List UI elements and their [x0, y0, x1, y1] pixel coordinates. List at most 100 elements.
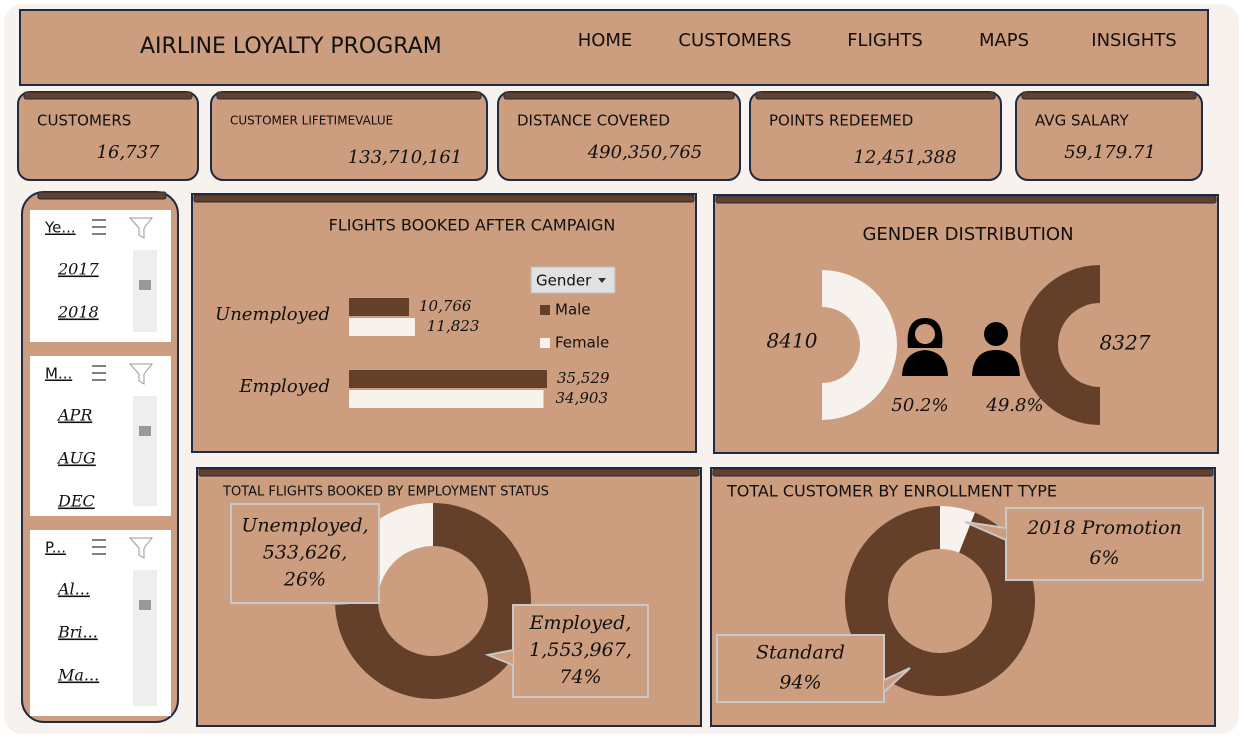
scroll-thumb [139, 280, 151, 290]
panel [191, 193, 697, 453]
category-label: Employed [238, 376, 330, 397]
app-title: AIRLINE LOYALTY PROGRAM [140, 34, 442, 59]
panel-bar [715, 195, 1217, 204]
clear-filter-icon[interactable] [128, 217, 154, 239]
value-label: 8327 [1100, 331, 1151, 355]
panel-bar [712, 468, 1214, 477]
kpi-value: 12,451,388 [853, 147, 956, 168]
scrollbar [133, 250, 157, 332]
callout-label: 1,553,967, [529, 639, 632, 661]
callout [716, 634, 885, 703]
callout [1005, 507, 1204, 581]
nav-link[interactable]: MAPS [979, 30, 1029, 51]
panel [19, 9, 1209, 86]
female-body [902, 350, 948, 376]
nav-link[interactable]: CUSTOMERS [678, 30, 791, 51]
slicer-item[interactable]: 2018 [57, 303, 99, 322]
slicer-item[interactable]: Al... [56, 580, 90, 599]
chart-title: FLIGHTS BOOKED AFTER CAMPAIGN [329, 216, 616, 235]
male-head [984, 322, 1008, 346]
callout [230, 503, 380, 604]
half-donut [1019, 265, 1100, 425]
slicer-item[interactable]: DEC [57, 492, 95, 511]
male-icon [972, 322, 1020, 376]
legend-label: Male [555, 301, 591, 319]
panel-bar [193, 194, 695, 203]
panel-bar [1021, 91, 1197, 100]
panel [17, 91, 199, 181]
panel [1015, 91, 1203, 181]
panel [713, 194, 1219, 454]
chart-title: TOTAL CUSTOMER BY ENROLLMENT TYPE [726, 482, 1057, 501]
panel-bar [198, 468, 700, 477]
bar [349, 298, 409, 316]
legend-label: Female [555, 334, 609, 352]
female-icon [902, 318, 948, 376]
slicer-item[interactable]: APR [56, 406, 92, 425]
slicer-item[interactable]: 2017 [57, 260, 100, 279]
dropdown-arrow [598, 278, 606, 283]
clear-filter-icon[interactable] [128, 363, 154, 385]
slicer-icons [92, 539, 106, 555]
donut-slice [845, 506, 1036, 696]
slicer-item[interactable]: Bri... [57, 623, 98, 642]
kpi-value: 490,350,765 [587, 142, 703, 163]
donut-slice [940, 506, 975, 553]
kpi-label: DISTANCE COVERED [517, 112, 670, 130]
panel-bar [23, 91, 193, 100]
kpi-label: AVG SALARY [1035, 112, 1129, 130]
bar [349, 370, 547, 388]
scrollbar [133, 570, 157, 706]
clear-filter-icon[interactable] [128, 537, 154, 559]
bar-label: 10,766 [419, 297, 472, 315]
callout-label: 26% [283, 569, 326, 591]
slicer-icons [92, 219, 106, 235]
panel-bar [503, 91, 735, 100]
half-donut [822, 270, 897, 420]
chart-title: TOTAL FLIGHTS BOOKED BY EMPLOYMENT STATU… [222, 485, 549, 500]
nav-link[interactable]: INSIGHTS [1091, 30, 1176, 51]
panel [497, 91, 741, 181]
callout-label: 74% [559, 666, 601, 688]
kpi-label: CUSTOMERS [37, 112, 131, 130]
slicer-icons [92, 365, 106, 381]
slicer-title: P... [45, 539, 66, 557]
callout-label: Standard [756, 642, 845, 664]
slicer-title: Ye... [44, 219, 76, 237]
callout-label: Employed, [529, 612, 632, 634]
callout-label: 2018 Promotion [1026, 517, 1182, 539]
bar-label: 35,529 [557, 369, 610, 387]
scroll-thumb [139, 426, 151, 436]
scrollbar [133, 396, 157, 506]
kpi-value: 133,710,161 [348, 147, 463, 168]
scroll-thumb [139, 600, 151, 610]
panel-bar [755, 91, 996, 100]
bar [349, 390, 544, 408]
share-label: 50.2% [891, 395, 948, 416]
value-label: 8410 [767, 329, 818, 353]
slicer-item[interactable]: Ma... [57, 666, 99, 685]
panel-bar [216, 91, 482, 100]
nav-link[interactable]: FLIGHTS [847, 30, 923, 51]
donut-slice [335, 503, 531, 699]
callout-label: 6% [1089, 547, 1119, 569]
bar [349, 318, 415, 336]
legend-title: Gender [536, 272, 592, 290]
panel-bar [37, 191, 167, 200]
callout-label: Unemployed, [241, 515, 368, 537]
callout-pointer [484, 649, 514, 666]
callout-pointer [964, 521, 1007, 541]
bar-label: 34,903 [556, 389, 609, 407]
kpi-label: POINTS REDEEMED [769, 112, 913, 130]
male-body [972, 350, 1020, 376]
slicer-item[interactable]: AUG [56, 449, 96, 468]
category-label: Unemployed [215, 304, 330, 325]
nav-link[interactable]: HOME [578, 30, 633, 51]
kpi-value: 16,737 [97, 142, 161, 163]
kpi-label: CUSTOMER LIFETIMEVALUE [230, 114, 393, 128]
legend-swatch [540, 338, 550, 348]
callout-label: 533,626, [263, 542, 348, 564]
bar-label: 11,823 [427, 317, 480, 335]
slicer-title: M... [45, 365, 72, 383]
